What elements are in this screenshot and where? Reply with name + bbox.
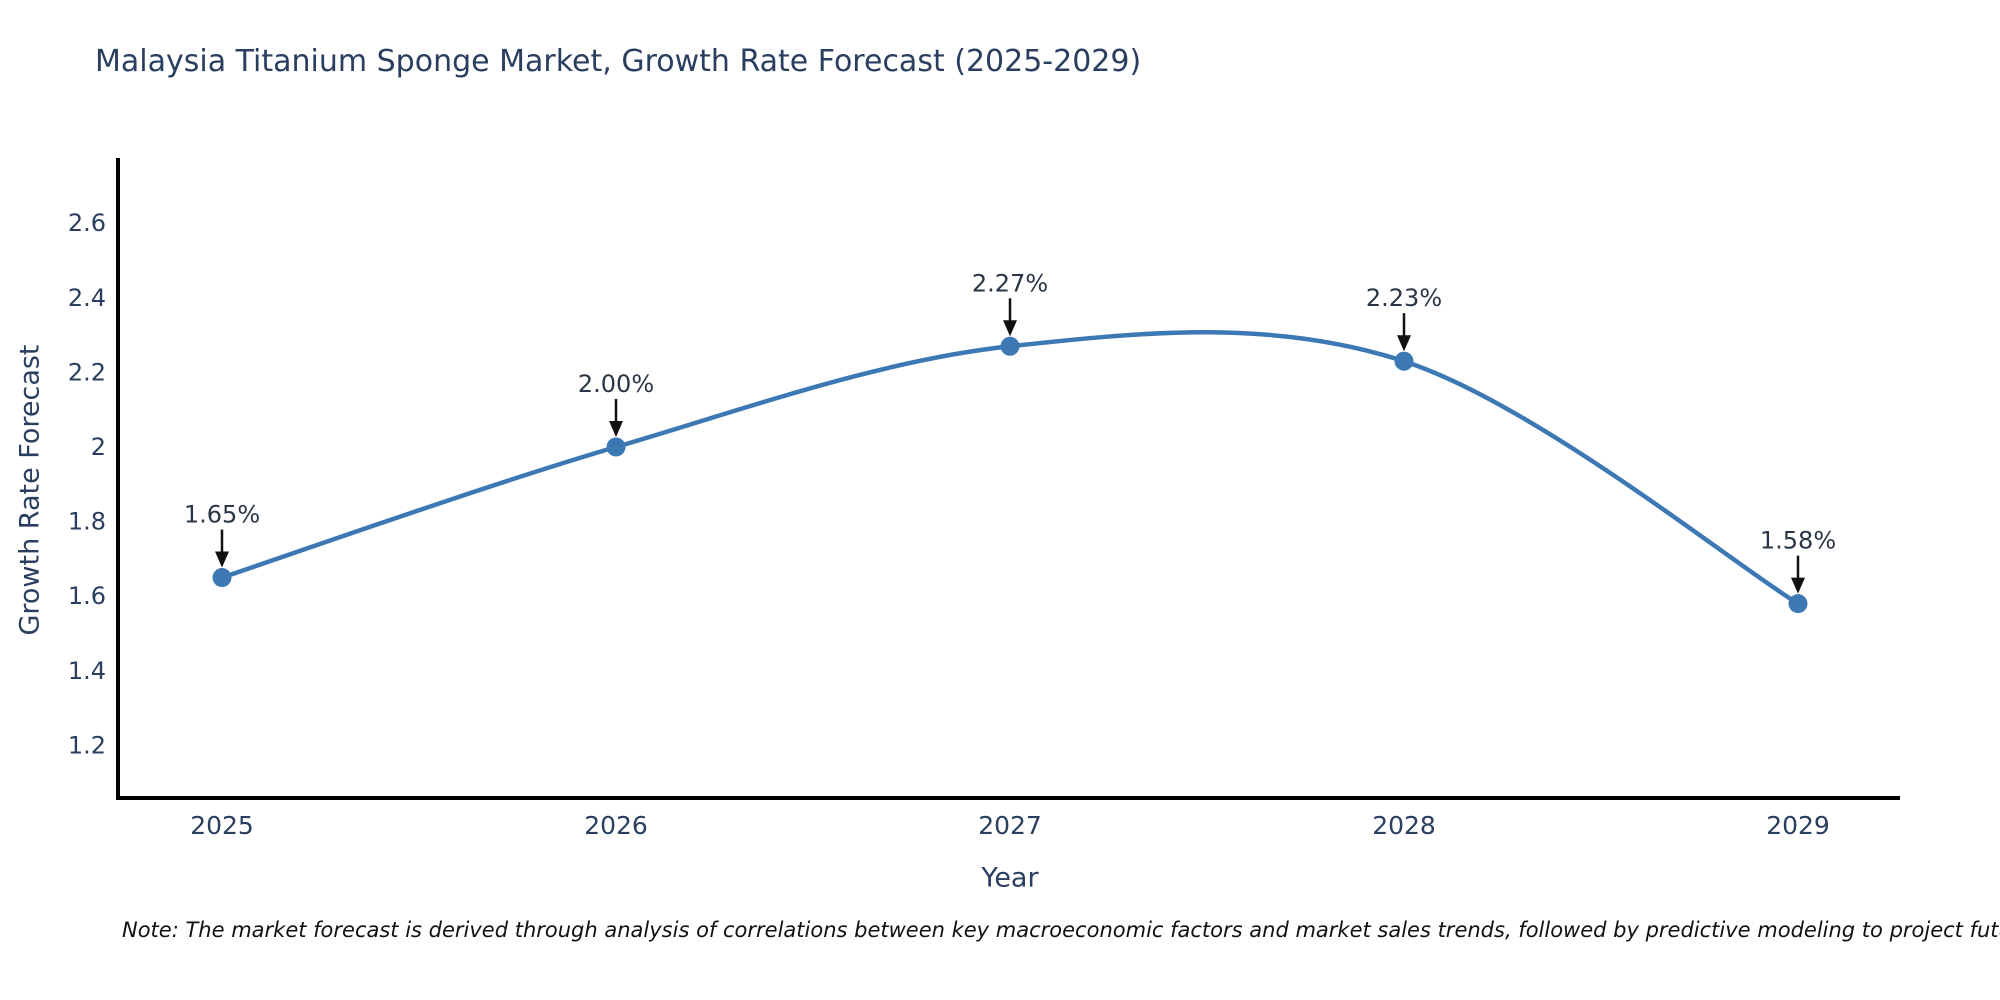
chart-title: Malaysia Titanium Sponge Market, Growth … bbox=[95, 44, 1142, 79]
annotation-arrow-head bbox=[1397, 335, 1411, 352]
data-point-label: 2.23% bbox=[1366, 284, 1442, 312]
annotation-arrow-head bbox=[215, 551, 229, 568]
x-tick-label: 2027 bbox=[978, 811, 1042, 840]
x-axis-title: Year bbox=[981, 862, 1039, 894]
y-tick-label: 2.4 bbox=[68, 284, 106, 312]
y-tick-label: 1.4 bbox=[68, 657, 106, 685]
y-tick-label: 1.2 bbox=[68, 731, 106, 759]
annotation-arrow-head bbox=[1003, 320, 1017, 337]
annotation-arrow-head bbox=[1791, 577, 1805, 594]
data-point-label: 2.00% bbox=[578, 370, 654, 398]
forecast-line bbox=[219, 330, 1801, 606]
x-tick-label: 2029 bbox=[1766, 811, 1830, 840]
x-tick-label: 2026 bbox=[584, 811, 648, 840]
data-point-marker bbox=[212, 568, 232, 588]
x-tick-label: 2028 bbox=[1372, 811, 1436, 840]
data-point-label: 1.58% bbox=[1760, 527, 1836, 555]
y-axis-title: Growth Rate Forecast bbox=[14, 344, 46, 636]
y-tick-label: 2 bbox=[91, 433, 106, 461]
x-tick-label: 2025 bbox=[190, 811, 254, 840]
annotation-arrow-head bbox=[609, 421, 623, 437]
footnote-text: Note: The market forecast is derived thr… bbox=[122, 918, 2000, 942]
y-tick-label: 2.2 bbox=[68, 358, 106, 386]
data-point-marker bbox=[1000, 336, 1020, 356]
y-tick-label: 2.6 bbox=[68, 209, 106, 237]
y-tick-label: 1.6 bbox=[68, 582, 106, 610]
y-tick-label: 1.8 bbox=[68, 508, 106, 536]
data-point-marker bbox=[1394, 351, 1414, 371]
data-point-label: 1.65% bbox=[184, 501, 260, 529]
data-point-marker bbox=[1788, 594, 1808, 614]
data-point-marker bbox=[606, 437, 626, 457]
data-point-label: 2.27% bbox=[972, 269, 1048, 297]
